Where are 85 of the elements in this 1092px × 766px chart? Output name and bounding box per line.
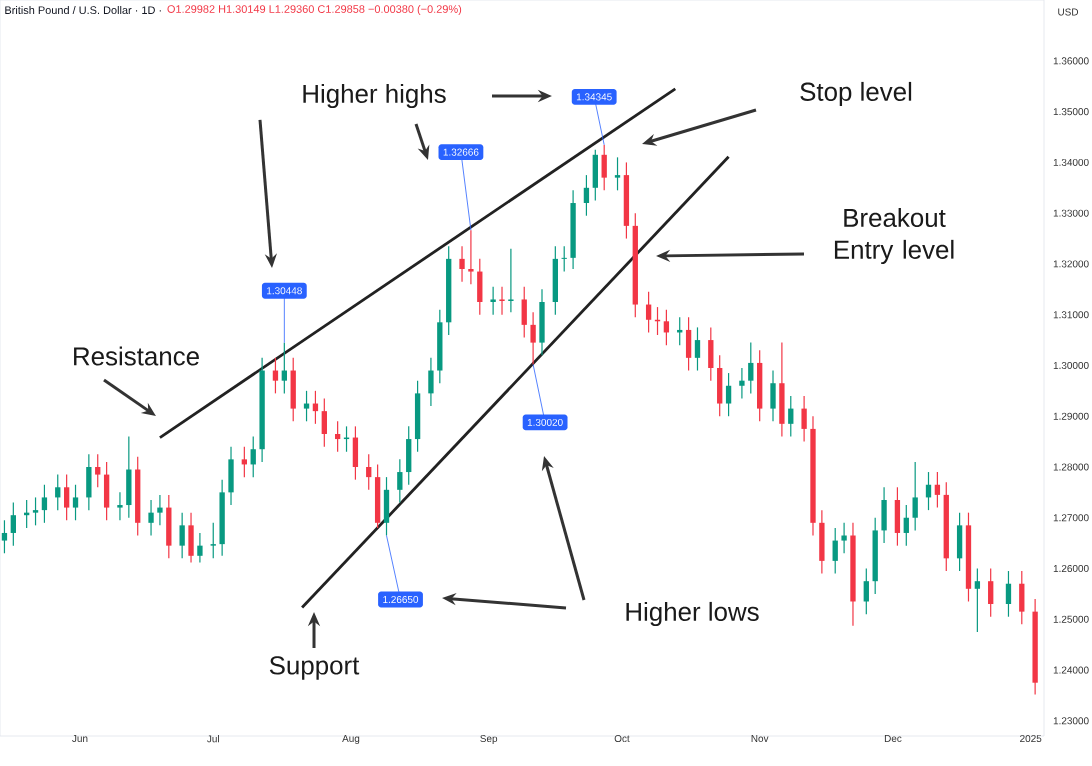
candlestick (197, 532, 203, 564)
candlestick (210, 522, 216, 559)
candlestick (552, 245, 558, 316)
annotation: Breakout Entry level (834, 207, 954, 265)
candlestick (934, 471, 941, 509)
candlestick (521, 286, 527, 339)
candlestick (863, 567, 869, 615)
candlestick (725, 372, 732, 417)
candlestick (468, 229, 474, 285)
candlestick (592, 149, 598, 202)
candlestick (561, 245, 567, 273)
candlestick (841, 522, 847, 554)
candlestick (912, 461, 918, 532)
candlestick (490, 286, 496, 316)
candlestick (166, 494, 172, 559)
candlestick (383, 476, 390, 537)
candlestick (748, 342, 754, 394)
candlestick (1, 519, 8, 554)
candlestick (290, 357, 296, 422)
candlestick (397, 458, 403, 504)
candlestick (321, 397, 327, 448)
candlestick (739, 367, 745, 400)
candlestick (1005, 570, 1012, 618)
candlestick (32, 496, 39, 526)
candlestick (72, 484, 79, 521)
candlestick (86, 453, 92, 511)
candlestick (499, 286, 505, 316)
candlestick (832, 527, 838, 575)
candlestick (366, 453, 372, 491)
candlestick (55, 473, 61, 511)
candlestick (188, 512, 194, 564)
candlestick (148, 499, 154, 537)
candlestick (459, 245, 465, 283)
candlestick (428, 357, 434, 407)
candlestick (601, 144, 607, 191)
annotation: Resistance (74, 346, 199, 366)
candlestick (614, 156, 621, 191)
candlestick (708, 326, 714, 382)
annotation: Stop level (800, 81, 912, 107)
candlestick (95, 453, 101, 488)
candlestick (103, 461, 110, 521)
candlestick (788, 395, 794, 438)
candlestick (770, 369, 776, 422)
candlestick (272, 357, 279, 394)
candlestick (1019, 570, 1025, 625)
candlestick (406, 425, 412, 486)
candlestick (179, 512, 185, 559)
candlestick (717, 354, 723, 417)
candlestick (241, 446, 248, 478)
candlestick (645, 291, 652, 334)
candlestick (374, 463, 381, 529)
candlestick (117, 491, 123, 521)
candlestick (757, 349, 763, 422)
candlestick (539, 288, 545, 356)
candlestick (988, 567, 994, 618)
candlestick (819, 509, 825, 575)
candlestick (63, 473, 70, 521)
candlestick (414, 380, 421, 453)
candlestick (126, 435, 132, 519)
candlestick (694, 326, 701, 372)
annotation: Support (269, 656, 360, 680)
candlestick (685, 316, 692, 372)
candlestick (477, 258, 483, 316)
candlestick (530, 311, 536, 366)
candlestick (157, 494, 163, 526)
candlestick (281, 342, 287, 394)
candlestick (352, 425, 359, 481)
candlestick (303, 390, 310, 422)
candlestick (881, 486, 887, 544)
candlestick (663, 309, 670, 346)
candlestick (334, 420, 341, 453)
candlestick (228, 446, 234, 506)
candlestick (583, 174, 590, 217)
annotation: Higher highs (303, 83, 446, 109)
candlestick (894, 486, 901, 547)
candlestick (974, 567, 981, 633)
candlestick (801, 395, 807, 443)
candlestick (956, 512, 963, 572)
candlestick (779, 342, 785, 438)
candlestick (10, 501, 16, 547)
candlestick (903, 504, 909, 547)
candlestick (508, 248, 514, 313)
annotation: Higher lows (626, 601, 759, 627)
candlestick (41, 484, 48, 524)
candlestick (250, 435, 256, 478)
